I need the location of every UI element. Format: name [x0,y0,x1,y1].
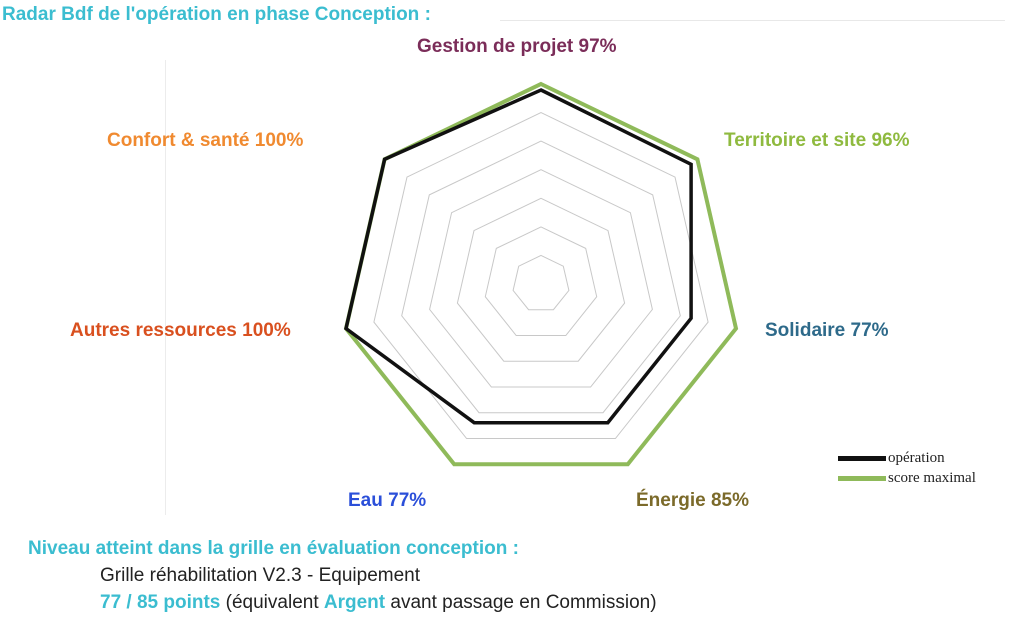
grid-ring-5 [401,140,681,414]
axis-label-value: 96% [871,130,910,151]
footer-title: Niveau atteint dans la grille en évaluat… [28,538,519,559]
legend-swatch-score-maximal [838,475,886,481]
divider-line [500,20,1005,21]
axis-label-value: 85% [710,490,750,511]
axis-label-name: Confort & santé [107,130,250,151]
grid-ring-1 [512,254,570,311]
grid-ring-2 [484,226,598,336]
legend-label-operation: opération [888,449,945,466]
axis-label-territoire-et-site: Territoire et site 96% [724,130,910,152]
legend-item-operation: opération [838,448,976,468]
axis-label-name: Énergie [636,490,706,511]
legend-item-score-maximal: score maximal [838,468,976,488]
chart-legend: opération score maximal [838,448,976,488]
radar-series [343,81,739,467]
grid-ring-4 [429,169,653,388]
axis-label-name: Solidaire [765,320,846,341]
axis-label-value: 77% [850,320,889,341]
axis-label-solidaire: Solidaire 77% [765,320,889,342]
axis-label-value: 97% [578,36,617,57]
equiv-prefix: (équivalent [225,592,319,613]
axis-label-name: Gestion de projet [417,36,574,57]
axis-label-value: 100% [254,130,304,151]
grid-ring-3 [456,197,626,362]
axis-label-name: Territoire et site [724,130,867,151]
axis-label-value: 77% [388,490,427,511]
points-value: 77 / 85 points [100,592,221,613]
chart-title: Radar Bdf de l'opération en phase Concep… [2,4,431,25]
legend-label-score-maximal: score maximal [888,469,976,486]
series-operation [344,88,693,425]
axis-label-name: Autres ressources [70,320,237,341]
level-badge: Argent [323,592,386,613]
axis-label-autres-ressources: Autres ressources 100% [70,320,291,342]
grid-name: Grille réhabilitation V2.3 - Equipement [100,565,421,586]
axis-label-name: Eau [348,490,383,511]
axis-label-confort-sante: Confort & santé 100% [107,130,303,152]
radar-grid [345,83,737,465]
points-line: 77 / 85 points (équivalent Argent avant … [100,592,657,614]
footer-summary: Niveau atteint dans la grille en évaluat… [28,538,657,614]
axis-label-value: 100% [242,320,291,341]
axis-label-eau: Eau 77% [348,490,426,512]
axis-label-gestion-de-projet: Gestion de projet 97% [417,36,617,58]
axis-label-energie: Énergie 85% [636,490,749,512]
grid-ring-6 [373,112,709,439]
divider-line-vertical [165,60,166,515]
legend-swatch-operation [838,455,886,461]
equiv-suffix: avant passage en Commission) [390,592,657,613]
